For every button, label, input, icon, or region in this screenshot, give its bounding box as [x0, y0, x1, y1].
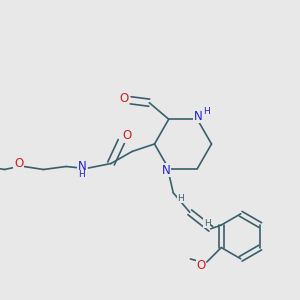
Text: N: N [194, 110, 202, 123]
Text: N: N [77, 160, 86, 173]
Text: H: H [203, 107, 210, 116]
Text: H: H [79, 170, 85, 179]
Text: H: H [204, 219, 211, 228]
Text: H: H [177, 194, 184, 203]
Text: O: O [119, 92, 129, 105]
Text: N: N [162, 164, 171, 177]
Text: O: O [14, 157, 23, 170]
Text: O: O [122, 129, 131, 142]
Text: O: O [196, 259, 206, 272]
